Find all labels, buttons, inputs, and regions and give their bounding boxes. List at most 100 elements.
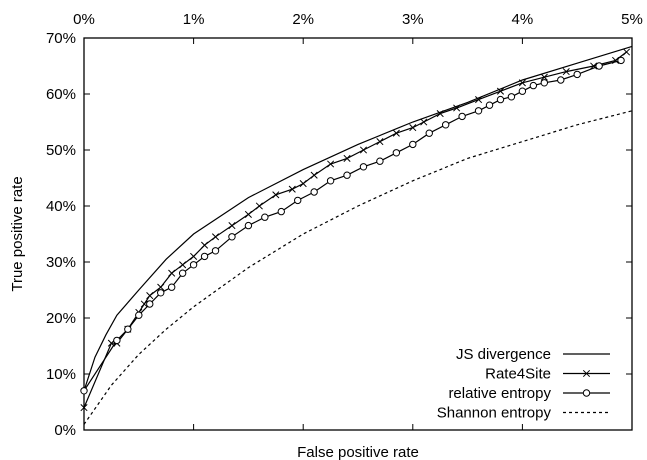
point-relative-entropy xyxy=(310,188,318,196)
point-relative-entropy xyxy=(211,247,220,255)
point-relative-entropy xyxy=(458,112,466,121)
point-rate4site xyxy=(272,191,280,199)
point-rate4site xyxy=(244,210,252,218)
point-relative-entropy xyxy=(135,311,143,319)
x-tick-label: 4% xyxy=(512,11,534,28)
point-rate4site xyxy=(299,180,307,188)
point-relative-entropy xyxy=(244,221,253,230)
point-rate4site xyxy=(475,96,483,104)
series-js-divergence xyxy=(83,45,633,391)
point-rate4site xyxy=(420,118,428,126)
legend-label-relative-entropy: relative entropy xyxy=(448,385,551,402)
point-rate4site xyxy=(80,404,88,412)
series-relative-entropy xyxy=(80,56,625,395)
point-rate4site xyxy=(201,241,209,249)
point-relative-entropy xyxy=(518,87,527,95)
point-rate4site xyxy=(211,233,220,241)
y-axis-title: True positive rate xyxy=(9,176,26,291)
point-rate4site xyxy=(409,124,417,132)
point-rate4site xyxy=(540,73,548,81)
point-rate4site xyxy=(327,160,335,168)
point-rate4site xyxy=(453,104,461,112)
y-tick-label: 30% xyxy=(46,254,76,271)
point-relative-entropy xyxy=(376,157,384,165)
point-relative-entropy xyxy=(200,252,209,261)
point-rate4site xyxy=(168,269,176,277)
point-relative-entropy xyxy=(113,336,121,345)
point-relative-entropy xyxy=(441,121,450,129)
point-relative-entropy xyxy=(277,207,285,216)
point-relative-entropy xyxy=(529,81,538,90)
point-relative-entropy xyxy=(167,283,176,291)
point-rate4site xyxy=(590,62,598,70)
y-tick-label: 70% xyxy=(46,30,76,47)
point-rate4site xyxy=(343,154,351,162)
point-relative-entropy xyxy=(146,300,154,308)
point-relative-entropy xyxy=(326,177,335,185)
y-tick-label: 20% xyxy=(46,310,76,327)
point-relative-entropy xyxy=(595,62,603,70)
legend: JS divergence Rate4Site relative entropy Sh… xyxy=(437,346,610,422)
legend-label-js-divergence: JS divergence xyxy=(456,346,551,363)
y-tick-label: 50% xyxy=(46,142,76,159)
point-relative-entropy xyxy=(359,163,368,171)
x-tick-label: 1% xyxy=(183,11,205,28)
point-rate4site xyxy=(392,129,400,137)
y-tick-label: 0% xyxy=(54,422,76,439)
y-tick-label: 40% xyxy=(46,198,76,215)
point-rate4site xyxy=(562,68,570,76)
point-relative-entropy xyxy=(343,171,351,179)
point-relative-entropy xyxy=(557,76,565,84)
point-rate4site xyxy=(228,222,236,230)
point-rate4site xyxy=(518,79,526,87)
point-relative-entropy xyxy=(189,261,198,269)
point-rate4site xyxy=(157,283,165,291)
point-relative-entropy xyxy=(261,213,269,221)
y-tick-label: 10% xyxy=(46,366,76,383)
x-tick-label: 0% xyxy=(73,11,95,28)
line-relative-entropy xyxy=(83,59,622,392)
point-relative-entropy xyxy=(425,129,433,137)
point-relative-entropy xyxy=(485,101,494,109)
point-relative-entropy xyxy=(124,325,132,333)
legend-marker-relative-entropy xyxy=(582,389,591,397)
point-relative-entropy xyxy=(294,196,302,205)
legend-label-shannon-entropy: Shannon entropy xyxy=(437,405,552,422)
point-relative-entropy xyxy=(157,289,165,297)
point-relative-entropy xyxy=(178,269,187,277)
point-relative-entropy xyxy=(409,140,417,149)
x-axis-title: False positive rate xyxy=(297,444,419,460)
point-rate4site xyxy=(496,87,505,95)
legend-label-rate4site: Rate4Site xyxy=(485,366,551,383)
point-relative-entropy xyxy=(573,70,581,79)
point-rate4site xyxy=(146,292,154,300)
point-relative-entropy xyxy=(540,79,549,87)
x-tick-label: 2% xyxy=(292,11,314,28)
point-rate4site xyxy=(436,110,444,118)
point-rate4site xyxy=(288,185,296,193)
point-rate4site xyxy=(179,261,187,269)
point-rate4site xyxy=(359,146,368,154)
point-relative-entropy xyxy=(474,107,483,115)
ticks: 0% 1% 2% 3% 4% 5% 0% 10% 20% 30% 40% 50% 60% 70% xyxy=(46,11,643,439)
point-rate4site xyxy=(376,138,384,146)
point-rate4site xyxy=(310,171,318,179)
point-relative-entropy xyxy=(507,93,516,101)
point-relative-entropy xyxy=(392,149,401,157)
point-relative-entropy xyxy=(617,56,625,65)
point-rate4site xyxy=(190,252,198,260)
point-relative-entropy xyxy=(228,233,236,241)
legend-marker-rate4site xyxy=(582,369,591,378)
plot-frame xyxy=(83,37,633,431)
point-relative-entropy xyxy=(496,95,505,104)
x-tick-label: 3% xyxy=(402,11,424,28)
point-rate4site xyxy=(622,48,631,56)
point-rate4site xyxy=(140,300,148,308)
series-layer xyxy=(80,45,633,425)
x-tick-label: 5% xyxy=(621,11,643,28)
point-relative-entropy xyxy=(80,387,88,395)
y-tick-label: 60% xyxy=(46,86,76,103)
line-js-divergence xyxy=(83,45,633,391)
point-rate4site xyxy=(255,202,263,210)
